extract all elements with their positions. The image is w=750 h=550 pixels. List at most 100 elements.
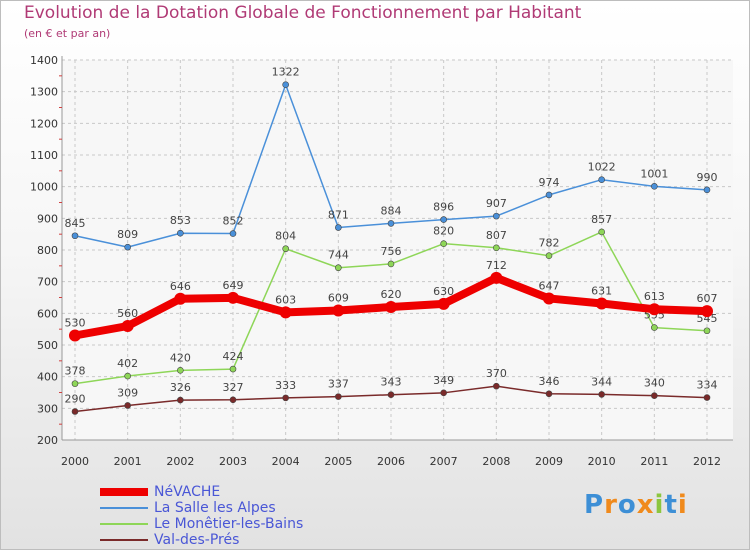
y-tick-label: 1300 (30, 86, 58, 99)
data-point (598, 176, 605, 183)
data-label: 631 (591, 285, 612, 298)
data-label: 343 (381, 376, 402, 389)
data-label: 530 (65, 317, 86, 330)
data-label: 974 (539, 176, 560, 189)
data-point (124, 402, 131, 409)
data-point (282, 81, 289, 88)
y-tick-label: 900 (37, 212, 58, 225)
logo-letter: o (617, 490, 637, 520)
legend-label: Le Monêtier-les-Bains (154, 516, 304, 532)
data-label: 309 (117, 386, 138, 399)
data-label: 853 (170, 214, 191, 227)
legend-swatch (100, 507, 148, 509)
data-point (387, 220, 395, 227)
data-point (648, 303, 661, 316)
data-point (440, 216, 447, 223)
y-tick-label: 500 (37, 339, 58, 352)
proxiti-logo: Proxiti (584, 490, 688, 520)
data-label: 852 (223, 215, 244, 228)
data-label: 809 (117, 228, 138, 241)
data-label: 820 (433, 225, 454, 238)
data-label: 327 (223, 381, 244, 394)
data-label: 712 (486, 259, 507, 272)
data-label: 807 (486, 229, 507, 242)
legend-item: NéVACHE (100, 484, 303, 500)
data-point (545, 390, 553, 398)
logo-letter: i (677, 490, 688, 520)
legend-swatch (100, 523, 148, 525)
x-tick-label: 2001 (114, 455, 142, 468)
data-label: 620 (381, 288, 402, 301)
data-point (335, 224, 342, 231)
data-point (387, 391, 395, 399)
logo-letter: x (636, 490, 655, 520)
data-label: 884 (381, 204, 402, 217)
data-point (385, 301, 397, 313)
data-point (490, 271, 503, 284)
x-tick-label: 2002 (166, 455, 194, 468)
data-label: 756 (381, 245, 402, 258)
data-point (437, 297, 450, 310)
data-point (229, 365, 237, 373)
data-point (335, 393, 342, 400)
legend-label: NéVACHE (154, 484, 221, 500)
y-tick-label: 1400 (30, 54, 58, 67)
data-point (124, 243, 131, 251)
x-tick-label: 2007 (430, 455, 458, 468)
data-label: 782 (539, 237, 560, 250)
legend-swatch (100, 539, 148, 541)
data-label: 607 (697, 292, 718, 305)
data-label: 326 (170, 381, 191, 394)
data-label: 290 (65, 393, 86, 406)
data-label: 337 (328, 378, 349, 391)
data-point (71, 232, 79, 240)
data-point (598, 228, 605, 236)
data-label: 990 (697, 171, 718, 184)
x-tick-label: 2009 (535, 455, 563, 468)
x-tick-label: 2004 (272, 455, 300, 468)
y-tick-label: 400 (37, 371, 58, 384)
legend-label: La Salle les Alpes (154, 500, 276, 516)
data-label: 1001 (640, 167, 668, 180)
data-label: 1022 (588, 161, 616, 174)
data-point (174, 292, 187, 305)
x-tick-label: 2011 (640, 455, 668, 468)
data-label: 334 (697, 379, 718, 392)
data-point (124, 372, 131, 380)
logo-letter: r (604, 490, 618, 520)
data-point (332, 304, 345, 317)
legend-item: Le Monêtier-les-Bains (100, 516, 303, 532)
data-point (282, 394, 289, 402)
data-point (177, 367, 184, 374)
data-label: 424 (223, 350, 244, 363)
data-point (69, 329, 81, 342)
data-label: 420 (170, 351, 191, 364)
data-label: 1322 (272, 66, 300, 79)
legend-item: Val-des-Prés (100, 532, 303, 548)
data-point (703, 327, 711, 335)
data-point (227, 291, 239, 304)
y-tick-label: 1200 (30, 117, 58, 130)
data-label: 744 (328, 249, 349, 262)
data-point (651, 324, 658, 331)
data-point (595, 297, 608, 310)
data-label: 649 (223, 279, 244, 292)
data-point (71, 380, 79, 387)
y-tick-label: 1100 (30, 149, 58, 162)
logo-letter: P (584, 490, 605, 520)
logo-letter: t (664, 490, 678, 520)
logo-letter: i (654, 490, 665, 520)
data-point (493, 244, 500, 252)
data-point (387, 260, 395, 268)
data-label: 545 (697, 312, 718, 325)
y-tick-label: 1000 (30, 181, 58, 194)
x-tick-label: 2010 (588, 455, 616, 468)
y-tick-label: 700 (37, 276, 58, 289)
y-tick-label: 300 (37, 402, 58, 415)
legend-swatch (100, 488, 148, 496)
legend-item: La Salle les Alpes (100, 500, 303, 516)
y-tick-label: 200 (37, 434, 58, 447)
data-label: 378 (65, 365, 86, 378)
data-label: 896 (433, 201, 454, 214)
